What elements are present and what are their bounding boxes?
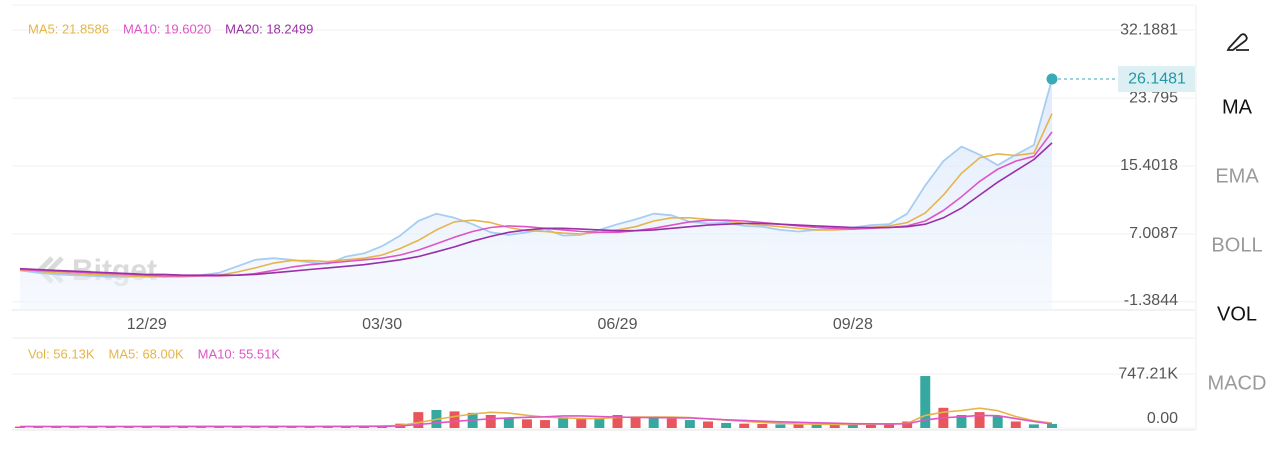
marks: 32.1881 23.795 15.4018 7.0087 -1.3844 12/29 03…	[12, 21, 1195, 429]
x-tick-label: 06/29	[597, 316, 637, 333]
volume-bar	[1028, 424, 1039, 428]
legend-entry: MA5: 68.00K	[109, 346, 184, 361]
x-tick-label: 12/29	[127, 316, 167, 333]
volume-bar	[847, 424, 858, 428]
volume-bar	[811, 424, 822, 428]
legend-entry: MA5: 21.8586	[28, 21, 109, 36]
volume-bar	[196, 426, 207, 428]
y-tick-label: 32.1881	[1120, 21, 1178, 38]
volume-bar	[884, 423, 895, 428]
toolbar-button[interactable]: MA	[1222, 96, 1253, 118]
legend-entry: MA10: 19.6020	[123, 21, 211, 36]
volume-bar	[829, 424, 840, 428]
toolbar-button[interactable]: EMA	[1215, 165, 1259, 187]
volume-bar	[920, 376, 931, 428]
y-tick-label: 15.4018	[1120, 157, 1178, 174]
last-price-label: 26.1481	[1128, 70, 1186, 87]
volume-bar	[974, 412, 985, 428]
volume-bar	[521, 419, 532, 428]
volume-bar	[684, 420, 695, 428]
volume-bar	[793, 424, 804, 428]
volume-bar	[304, 426, 315, 428]
toolbar-button[interactable]: VOL	[1217, 303, 1257, 325]
volume-bar	[576, 418, 587, 428]
legend-entry: MA10: 55.51K	[198, 346, 281, 361]
volume-bar	[956, 415, 967, 428]
y-tick-label: 23.795	[1129, 89, 1178, 106]
x-tick-label: 09/28	[833, 316, 873, 333]
last-price-box	[1118, 66, 1195, 93]
y-tick-label: 7.0087	[1129, 225, 1178, 242]
volume-bar	[902, 421, 913, 428]
volume-bar	[739, 423, 750, 428]
volume-bar	[703, 421, 713, 428]
toolbar-button[interactable]: BOLL	[1211, 234, 1262, 256]
volume-bar	[630, 416, 641, 428]
volume-bar	[503, 417, 514, 428]
price-area	[20, 79, 1052, 310]
volume-bar	[485, 415, 496, 428]
x-tick-label: 03/30	[362, 316, 402, 333]
y-tick-label: -1.3844	[1124, 292, 1178, 309]
volume-bar	[612, 415, 623, 428]
volume-bar	[558, 417, 569, 428]
volume-bar	[865, 423, 876, 428]
ma-line	[19, 142, 1053, 276]
volume-bar	[449, 411, 460, 428]
volume-bar	[1010, 421, 1021, 428]
volume-bar	[992, 416, 1003, 428]
volume-bar	[413, 412, 424, 428]
volume-bar	[214, 426, 225, 428]
toolbar: MA EMA BOLL VOL MACD	[1208, 33, 1267, 394]
legend-entry: Vol: 56.13K	[28, 346, 95, 361]
y-tick-label: 747.21K	[1118, 365, 1178, 382]
toolbar-button[interactable]: MACD	[1208, 372, 1267, 394]
volume-bar	[177, 426, 188, 428]
volume-bar	[721, 422, 732, 428]
volume-bar	[757, 424, 768, 428]
volume-bar	[775, 424, 786, 428]
volume-bar	[540, 420, 551, 428]
last-price-dot	[1046, 73, 1058, 85]
volume-bar	[666, 418, 677, 428]
volume-bar	[648, 417, 659, 428]
volume-bar	[594, 417, 605, 428]
volume-bar	[1047, 423, 1057, 428]
legend-entry: MA20: 18.2499	[225, 21, 313, 36]
draw-tool-icon[interactable]	[1226, 33, 1249, 51]
ma-line	[20, 414, 1053, 428]
y-tick-label: 0.00	[1147, 410, 1178, 427]
